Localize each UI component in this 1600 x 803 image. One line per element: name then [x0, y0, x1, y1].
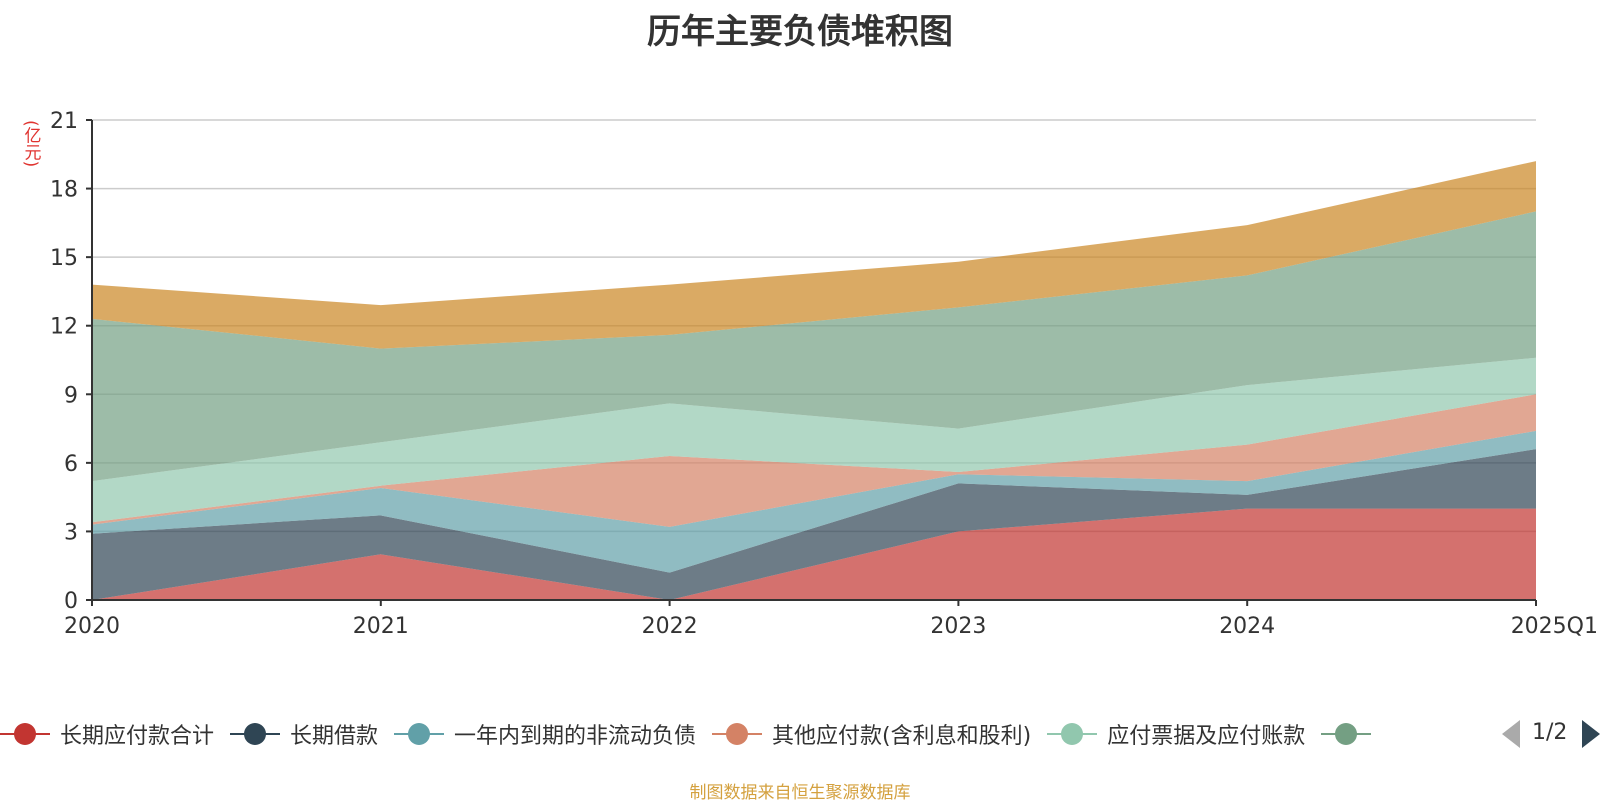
legend-marker-icon [0, 720, 50, 748]
prev-page-icon[interactable] [1502, 720, 1520, 748]
area-series-3[interactable] [92, 394, 1536, 527]
legend-marker-icon [394, 720, 445, 748]
legend-item-0[interactable]: 长期应付款合计 [0, 718, 214, 750]
area-series [92, 161, 1536, 600]
y-tick-label-0: 0 [64, 589, 78, 614]
y-tick-label-3: 9 [64, 383, 78, 408]
legend-item-1[interactable]: 长期借款 [230, 718, 378, 750]
legend: 长期应付款合计 长期借款 一年内到期的非流动负债 其他应付款(含利息和股利) 应付票据及… [0, 712, 1480, 756]
x-tick-label-2: 2022 [642, 614, 698, 639]
legend-label: 一年内到期的非流动负债 [454, 724, 697, 749]
legend-label: 应付票据及应付账款 [1107, 724, 1306, 749]
next-page-icon[interactable] [1582, 720, 1600, 748]
area-series-4[interactable] [92, 357, 1536, 523]
legend-marker-icon [1047, 720, 1098, 748]
axes: 0 3 6 9 12 15 18 21 2020 2021 2022 2023 2024 2025Q1 [50, 109, 1598, 639]
legend-marker-icon [712, 720, 763, 748]
legend-marker-icon [230, 720, 281, 748]
y-tick-label-4: 12 [50, 315, 78, 340]
y-tick-label-7: 21 [50, 109, 78, 134]
legend-item-4[interactable]: 应付票据及应付账款 [1047, 718, 1305, 750]
legend-label: 长期应付款合计 [60, 724, 215, 749]
x-tick-label-0: 2020 [64, 614, 120, 639]
source-note: 制图数据来自恒生聚源数据库 [689, 783, 911, 803]
area-series-2[interactable] [92, 430, 1536, 573]
y-axis-unit-label: (亿元) [20, 120, 41, 168]
x-tick-label-4: 2024 [1219, 614, 1275, 639]
legend-page-indicator: 1/2 [1532, 720, 1568, 745]
legend-item-5[interactable] [1321, 720, 1381, 748]
legend-item-2[interactable]: 一年内到期的非流动负债 [394, 718, 696, 750]
area-series-6[interactable] [92, 161, 1536, 349]
legend-item-3[interactable]: 其他应付款(含利息和股利) [712, 718, 1031, 750]
x-tick-label-3: 2023 [930, 614, 986, 639]
y-tick-label-5: 15 [50, 246, 78, 271]
legend-label: 其他应付款(含利息和股利) [772, 724, 1032, 749]
y-tick-label-1: 3 [64, 520, 78, 545]
legend-label: 长期借款 [290, 724, 379, 749]
area-series-1[interactable] [92, 449, 1536, 600]
y-tick-label-2: 6 [64, 452, 78, 477]
x-tick-label-5: 2025Q1 [1511, 614, 1598, 639]
legend-marker-icon [1321, 720, 1372, 748]
x-tick-label-1: 2021 [353, 614, 409, 639]
y-tick-label-6: 18 [50, 178, 78, 203]
chart-title: 历年主要负债堆积图 [647, 12, 953, 52]
area-series-5[interactable] [92, 211, 1536, 482]
legend-pager: 1/2 [1500, 714, 1600, 754]
area-series-0[interactable] [92, 508, 1536, 600]
